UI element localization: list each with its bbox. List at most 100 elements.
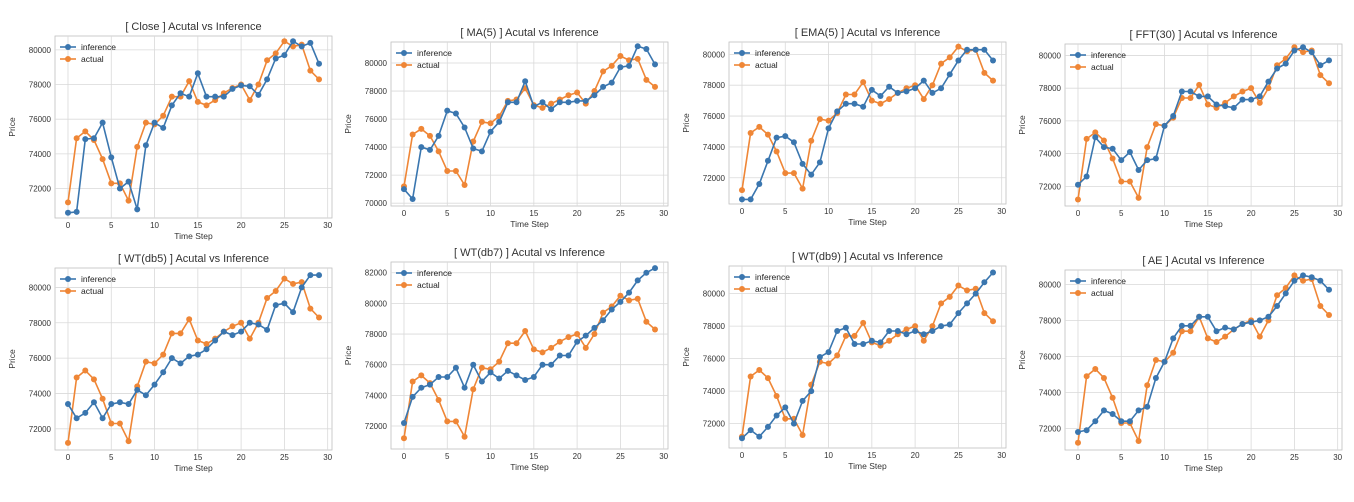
x-tick-label: 15 xyxy=(1203,209,1212,218)
data-point-inference xyxy=(1152,155,1159,162)
legend-marker-inference xyxy=(1075,52,1081,58)
y-tick-label: 80000 xyxy=(703,50,726,59)
data-point-actual xyxy=(478,118,485,125)
data-point-inference xyxy=(738,435,745,442)
y-axis-label: Price xyxy=(343,346,353,366)
y-tick-label: 72000 xyxy=(365,422,388,431)
data-point-inference xyxy=(1291,47,1298,54)
data-point-actual xyxy=(990,77,997,84)
x-tick-label: 5 xyxy=(783,207,788,216)
y-tick-label: 78000 xyxy=(29,81,52,90)
data-point-inference xyxy=(426,381,433,388)
legend-label-inference: inference xyxy=(755,272,790,282)
legend-marker-inference xyxy=(401,50,407,56)
data-point-inference xyxy=(307,39,314,46)
data-point-inference xyxy=(160,124,167,131)
y-axis-label: Price xyxy=(1017,350,1027,370)
data-point-inference xyxy=(400,419,407,426)
data-point-inference xyxy=(1308,274,1315,281)
x-tick-label: 10 xyxy=(1160,209,1169,218)
data-point-actual xyxy=(868,97,875,104)
data-point-actual xyxy=(1317,303,1324,309)
plot-area xyxy=(728,41,1007,205)
data-point-actual xyxy=(435,148,442,155)
data-point-inference xyxy=(186,93,193,100)
data-point-inference xyxy=(591,324,598,331)
data-point-inference xyxy=(1248,319,1255,326)
data-point-inference xyxy=(264,76,271,83)
data-point-inference xyxy=(1135,407,1142,414)
data-point-actual xyxy=(160,112,167,119)
y-tick-label: 74000 xyxy=(365,391,388,400)
data-point-actual xyxy=(842,332,849,339)
chart-svg: 0 5 10 15 20 25 30 72000 74000 76000 78000 80000 820… xyxy=(343,247,669,472)
data-point-inference xyxy=(860,103,867,110)
data-point-inference xyxy=(64,401,71,408)
data-point-inference xyxy=(548,106,555,113)
x-tick-label: 5 xyxy=(1119,209,1124,218)
data-point-actual xyxy=(307,305,314,312)
data-point-inference xyxy=(418,144,425,151)
data-point-actual xyxy=(99,156,106,163)
data-point-actual xyxy=(142,358,149,365)
chart-svg: 0 5 10 15 20 25 30 72000 74000 76000 78000 80000 [ C… xyxy=(7,21,333,241)
data-point-actual xyxy=(452,167,459,174)
data-point-inference xyxy=(990,269,997,276)
data-point-inference xyxy=(565,99,572,106)
data-point-inference xyxy=(556,352,563,359)
data-point-inference xyxy=(73,415,80,422)
x-tick-label: 0 xyxy=(740,207,745,216)
data-point-actual xyxy=(1256,99,1263,106)
data-point-actual xyxy=(1152,121,1159,128)
chart-svg: 0 5 10 15 20 25 30 72000 74000 76000 78000 80000 [ W… xyxy=(7,253,333,473)
data-point-inference xyxy=(1092,418,1099,425)
data-point-actual xyxy=(1317,72,1324,79)
data-point-inference xyxy=(435,373,442,380)
data-point-inference xyxy=(1230,326,1237,333)
chart-panel-wt-db9: 0 5 10 15 20 25 30 72000 74000 76000 78000 80000 [ W… xyxy=(674,246,1014,476)
x-tick-label: 10 xyxy=(824,207,833,216)
y-tick-label: 78000 xyxy=(365,330,388,339)
data-point-actual xyxy=(64,199,71,206)
data-point-inference xyxy=(238,328,245,335)
data-point-actual xyxy=(1144,144,1151,151)
x-tick-label: 5 xyxy=(783,451,788,460)
chart-svg: 0 5 10 15 20 25 30 72000 74000 76000 78000 80000 [ A… xyxy=(1017,255,1343,473)
data-point-actual xyxy=(108,420,115,427)
data-point-inference xyxy=(73,208,80,215)
data-point-inference xyxy=(1100,144,1107,151)
data-point-inference xyxy=(1144,157,1151,164)
data-point-inference xyxy=(142,142,149,149)
y-tick-label: 78000 xyxy=(365,87,388,96)
chart-title: [ FFT(30) ] Acutal vs Inference xyxy=(1130,29,1278,41)
y-tick-label: 76000 xyxy=(1039,117,1062,126)
y-tick-label: 78000 xyxy=(703,322,726,331)
data-point-inference xyxy=(1317,62,1324,69)
data-point-inference xyxy=(1239,96,1246,103)
x-tick-label: 0 xyxy=(402,209,407,218)
data-point-inference xyxy=(938,323,945,330)
x-tick-label: 30 xyxy=(997,451,1006,460)
x-tick-label: 0 xyxy=(66,221,71,230)
data-point-actual xyxy=(773,148,780,155)
x-axis-label: Time Step xyxy=(510,462,549,472)
x-tick-label: 30 xyxy=(323,221,332,230)
x-tick-label: 5 xyxy=(109,221,114,230)
data-point-inference xyxy=(194,70,201,77)
data-point-inference xyxy=(530,373,537,380)
data-point-actual xyxy=(134,143,141,150)
data-point-inference xyxy=(773,134,780,141)
data-point-actual xyxy=(1126,178,1133,185)
x-tick-label: 15 xyxy=(193,221,202,230)
data-point-actual xyxy=(972,285,979,292)
data-point-actual xyxy=(194,337,201,344)
data-point-inference xyxy=(522,78,529,85)
data-point-actual xyxy=(168,93,175,100)
data-point-inference xyxy=(1213,101,1220,108)
legend: inference actual xyxy=(60,42,116,64)
data-point-actual xyxy=(272,287,279,294)
x-tick-label: 5 xyxy=(1119,453,1124,462)
data-point-actual xyxy=(617,53,624,60)
data-point-actual xyxy=(264,295,271,302)
x-tick-label: 5 xyxy=(445,452,450,461)
